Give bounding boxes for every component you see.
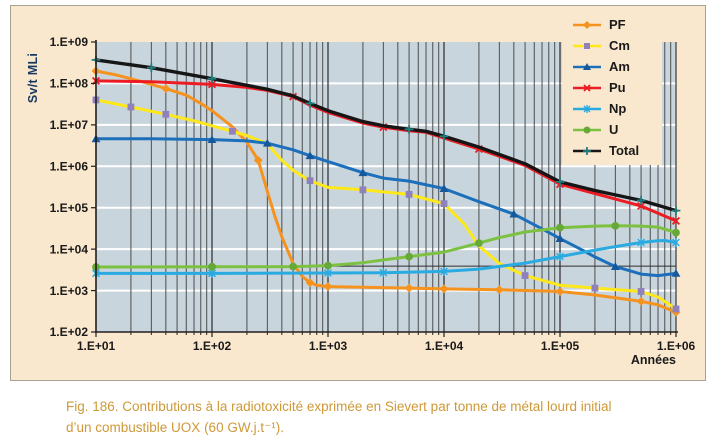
legend-label: Np [609,101,627,116]
series-cm-markers [92,96,680,313]
chart-legend: PF Cm Am Pu Np U Total [562,9,662,165]
legend-label: Am [609,59,630,74]
figure-186-chart-panel: 1.E+09 1.E+08 1.E+07 1.E+06 1.E+05 1.E+04 1.E+… [10,5,706,381]
legend-marker-pf-icon [573,20,601,29]
x-tick-label: 1.E+05 [541,339,580,353]
y-tick-label: 1.E+02 [50,325,89,339]
legend-item-cm: Cm [572,35,662,56]
series-total [91,55,681,216]
legend-marker-np-icon [573,104,601,113]
legend-label: U [609,122,619,137]
legend-item-u: U [572,119,662,140]
y-axis-title: Sv/t MLi [26,52,40,104]
series-np-line [94,239,678,275]
x-tick-label: 1.E+03 [309,339,348,353]
legend-item-pf: PF [572,14,662,35]
axes [91,40,678,337]
legend-item-total: Total [572,140,662,161]
figure-caption: Fig. 186. Contributions à la radiotoxici… [66,396,676,438]
y-tick-label: 1.E+06 [50,159,89,173]
legend-marker-cm-icon [573,42,601,49]
legend-marker-total-icon [573,146,601,155]
legend-marker-pu-icon [573,83,601,92]
caption-line-1: Fig. 186. Contributions à la radiotoxici… [66,399,612,414]
x-tick-label: 1.E+02 [193,339,232,353]
series-u-markers [92,221,680,271]
legend-label: Pu [609,80,626,95]
legend-item-np: Np [572,98,662,119]
legend-label: PF [609,17,626,32]
series-cm-line [94,98,678,311]
series-am [91,134,681,278]
legend-marker-u-icon [573,126,601,133]
y-tick-label: 1.E+09 [50,35,89,49]
y-tick-label: 1.E+03 [50,284,89,298]
x-tick-label: 1.E+06 [657,339,696,353]
series-am-markers [91,134,681,277]
series-total-markers [91,55,681,216]
legend-label: Cm [609,38,630,53]
series-np-markers [92,238,680,278]
caption-line-2: d’un combustible UOX (60 GW.j.t⁻¹). [66,420,284,435]
y-tick-label: 1.E+07 [50,118,89,132]
y-tick-label: 1.E+04 [50,242,89,256]
legend-item-am: Am [572,56,662,77]
series-cm [92,96,680,313]
legend-marker-am-icon [573,62,601,70]
y-tick-label: 1.E+05 [50,201,89,215]
series-np [92,238,680,278]
series-u [92,221,680,271]
series-am-line [94,137,678,278]
x-tick-label: 1.E+04 [425,339,464,353]
y-tick-label: 1.E+08 [50,77,89,91]
legend-label: Total [609,143,640,158]
tick-labels: 1.E+09 1.E+08 1.E+07 1.E+06 1.E+05 1.E+04 1.E+… [50,35,696,353]
x-tick-label: 1.E+01 [77,339,116,353]
x-axis-title: Années [630,353,676,367]
legend-item-pu: Pu [572,77,662,98]
